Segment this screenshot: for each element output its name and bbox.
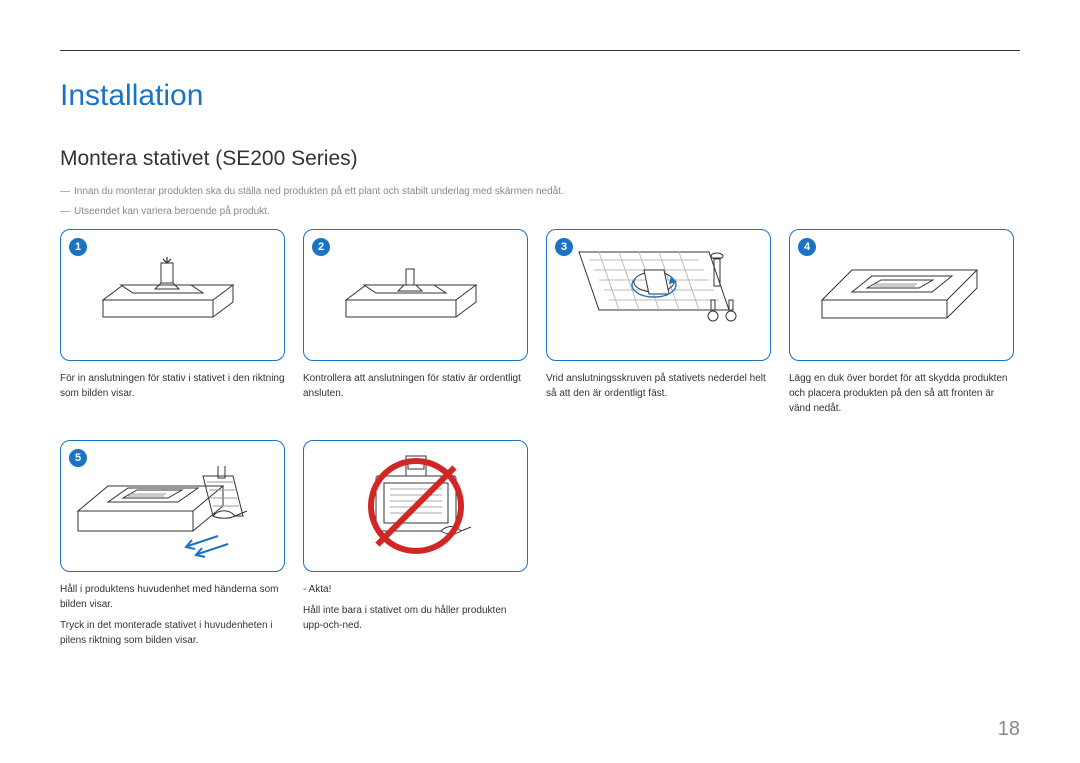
step-4-illustration bbox=[807, 240, 997, 350]
step-2: 2 Kontrollera att anslutningen för stati… bbox=[303, 229, 528, 422]
step-2-caption: Kontrollera att anslutningen för stativ … bbox=[303, 371, 528, 407]
section-title: Montera stativet (SE200 Series) bbox=[60, 147, 1020, 171]
step-4-caption: Lägg en duk över bordet för att skydda p… bbox=[789, 371, 1014, 422]
step-caution: - Akta! Håll inte bara i stativet om du … bbox=[303, 440, 528, 654]
step-4-image: 4 bbox=[789, 229, 1014, 361]
step-1: 1 För in anslutningen för stativ i stati… bbox=[60, 229, 285, 422]
step-5: 5 bbox=[60, 440, 285, 654]
note-2: ―Utseendet kan variera beroende på produ… bbox=[60, 205, 1020, 219]
steps-grid: 1 För in anslutningen för stativ i stati… bbox=[60, 229, 1020, 654]
step-3: 3 bbox=[546, 229, 771, 422]
step-2-illustration bbox=[326, 245, 506, 345]
step-1-illustration bbox=[83, 245, 263, 345]
step-3-illustration bbox=[559, 240, 759, 350]
step-5-caption: Håll i produktens huvudenhet med händern… bbox=[60, 582, 285, 654]
top-rule bbox=[60, 50, 1020, 51]
caution-caption: - Akta! Håll inte bara i stativet om du … bbox=[303, 582, 528, 639]
step-5-image: 5 bbox=[60, 440, 285, 572]
prohibit-icon bbox=[368, 458, 464, 554]
step-5-illustration bbox=[68, 446, 278, 566]
note-1: ―Innan du monterar produkten ska du stäl… bbox=[60, 185, 1020, 199]
step-4: 4 Lägg en duk över bordet för att skydda… bbox=[789, 229, 1014, 422]
page-title: Installation bbox=[60, 79, 1020, 113]
step-2-image: 2 bbox=[303, 229, 528, 361]
caution-image bbox=[303, 440, 528, 572]
step-3-caption: Vrid anslutningsskruven på stativets ned… bbox=[546, 371, 771, 407]
step-1-caption: För in anslutningen för stativ i stative… bbox=[60, 371, 285, 407]
page-number: 18 bbox=[998, 718, 1020, 741]
step-3-image: 3 bbox=[546, 229, 771, 361]
step-1-image: 1 bbox=[60, 229, 285, 361]
